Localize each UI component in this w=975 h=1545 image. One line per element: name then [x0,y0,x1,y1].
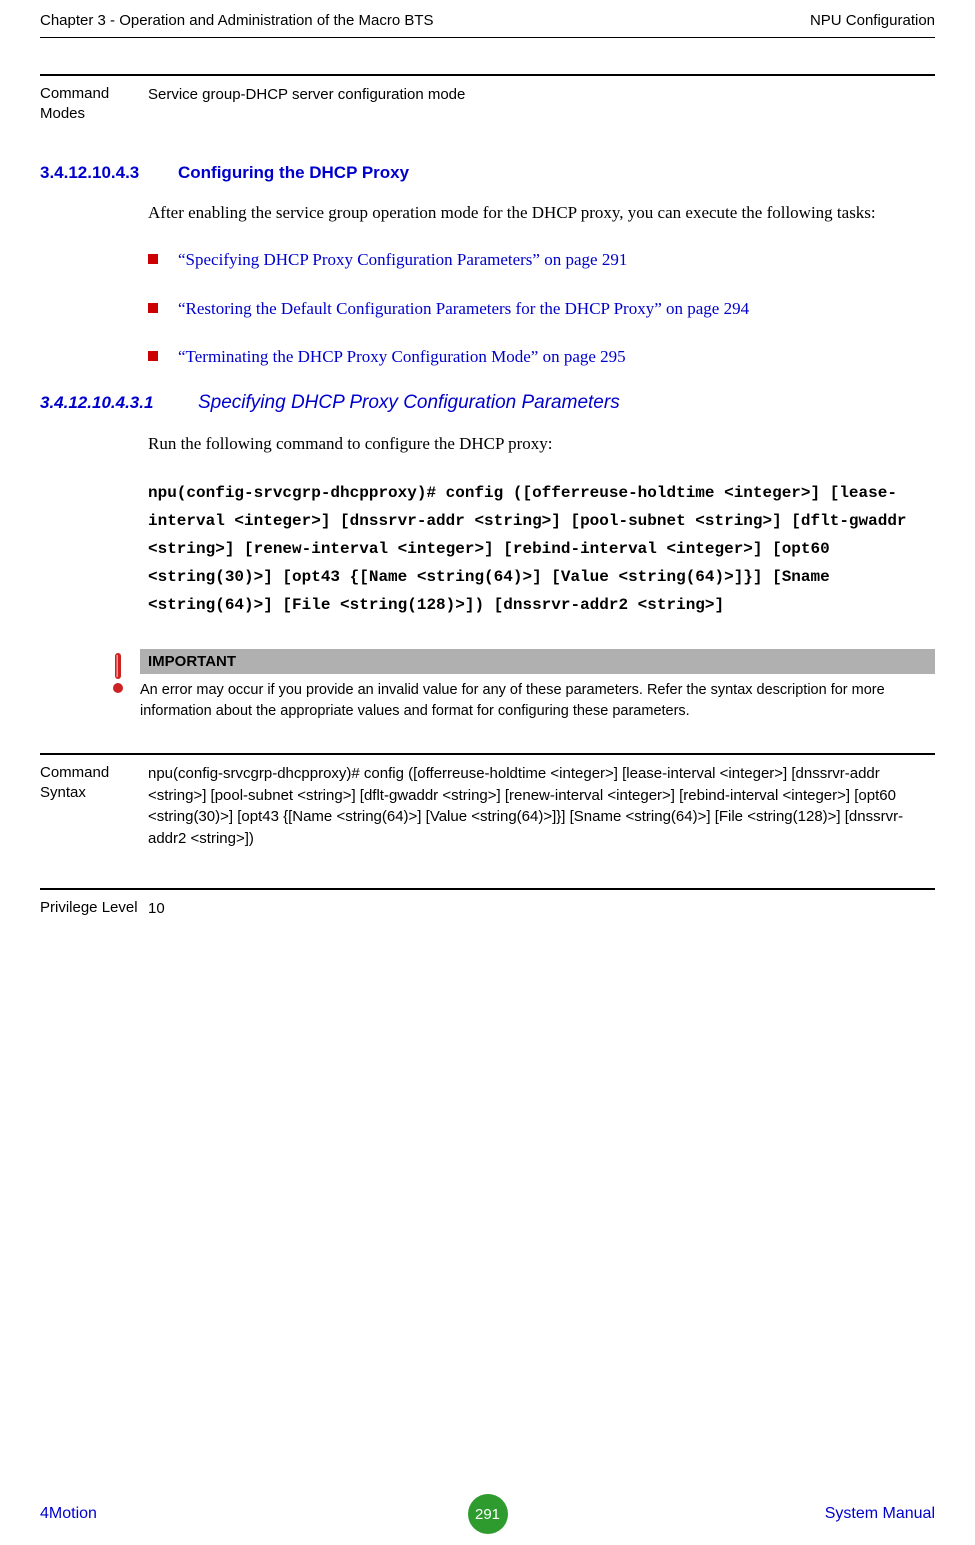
bullet-link-1[interactable]: “Specifying DHCP Proxy Configuration Par… [148,247,935,273]
important-icon [96,649,140,721]
command-syntax-row: Command Syntax npu(config-srvcgrp-dhcppr… [40,753,935,860]
command-modes-label: Command Modes [40,84,148,125]
section-heading-1: 3.4.12.10.4.3 Configuring the DHCP Proxy [40,163,935,183]
section-title-1: Configuring the DHCP Proxy [178,163,409,183]
header-right: NPU Configuration [810,12,935,29]
section-number-1: 3.4.12.10.4.3 [40,163,178,183]
footer-right: System Manual [825,1505,935,1523]
page-number-badge: 291 [468,1494,508,1534]
section1-bullets: “Specifying DHCP Proxy Configuration Par… [148,247,935,370]
privilege-level-row: Privilege Level 10 [40,888,935,930]
command-modes-value: Service group-DHCP server configuration … [148,84,935,125]
header-rule [40,37,935,38]
command-modes-row: Command Modes Service group-DHCP server … [40,74,935,135]
config-command-block: npu(config-srvcgrp-dhcpproxy)# config ([… [148,479,935,619]
footer: 4Motion 291 System Manual [40,1505,935,1523]
bullet-link-2[interactable]: “Restoring the Default Configuration Par… [148,296,935,322]
bullet-link-3[interactable]: “Terminating the DHCP Proxy Configuratio… [148,344,935,370]
section1-para: After enabling the service group operati… [148,199,935,228]
important-box: IMPORTANT An error may occur if you prov… [96,649,935,721]
section-number-2: 3.4.12.10.4.3.1 [40,393,198,413]
section-heading-2: 3.4.12.10.4.3.1 Specifying DHCP Proxy Co… [40,392,935,414]
command-syntax-value: npu(config-srvcgrp-dhcpproxy)# config ([… [148,763,935,850]
header-left: Chapter 3 - Operation and Administration… [40,12,434,29]
important-title: IMPORTANT [140,649,935,674]
section-title-2: Specifying DHCP Proxy Configuration Para… [198,392,620,414]
important-text: An error may occur if you provide an inv… [140,680,935,721]
section2-para: Run the following command to configure t… [148,430,935,459]
privilege-level-value: 10 [148,898,935,920]
footer-left: 4Motion [40,1505,97,1523]
command-syntax-label: Command Syntax [40,763,148,850]
privilege-level-label: Privilege Level [40,898,148,920]
